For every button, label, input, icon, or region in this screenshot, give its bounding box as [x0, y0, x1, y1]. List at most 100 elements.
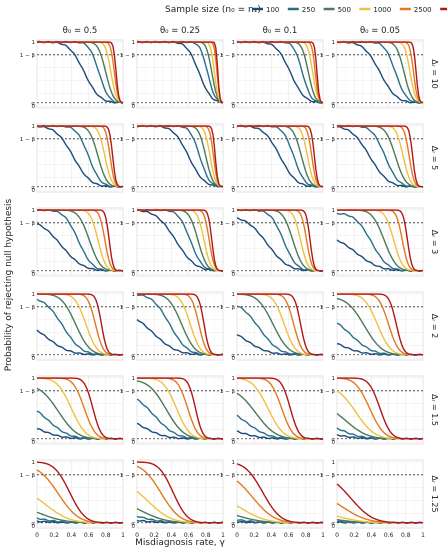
panel-r4-c0: 1 1 − β α0 — [20, 375, 124, 446]
panel-r2-c3: 1 1 − β α0 — [320, 207, 424, 278]
y-tick-label: 0 — [132, 440, 136, 446]
series-line-5000 — [337, 125, 424, 188]
panel-r2-c0: 1 1 − β α0 — [20, 207, 124, 278]
series-line-5000 — [336, 483, 423, 524]
y-tick-label: α — [31, 521, 35, 527]
y-tick-label: 0 — [232, 104, 236, 110]
y-tick-label: 1 − β — [320, 389, 336, 395]
y-tick-label: 1 − β — [220, 53, 236, 59]
y-tick-label: 1 − β — [120, 221, 136, 227]
y-tick-label: α — [231, 521, 235, 527]
y-tick-label: 1 − β — [20, 53, 36, 59]
y-tick-label: 1 — [332, 292, 336, 298]
y-tick-label: α — [331, 437, 335, 443]
y-tick-label: 1 — [232, 292, 236, 298]
y-tick-label: 1 — [32, 208, 36, 214]
y-tick-label: 1 — [32, 40, 36, 46]
x-tick-label: 0.2 — [249, 532, 259, 539]
y-tick-label: α — [231, 185, 235, 191]
y-tick-label: 0 — [32, 524, 36, 530]
panel-r2-c2: 1 1 − β α0 — [220, 207, 324, 278]
y-tick-label: α — [331, 521, 335, 527]
panel-r1-c0: 1 1 − β α0 — [20, 123, 124, 194]
series-line-5000 — [136, 461, 223, 524]
x-tick-label: 1 — [421, 532, 425, 539]
column-header-3: θ₀ = 0.05 — [360, 26, 400, 36]
y-tick-label: 0 — [332, 356, 336, 362]
legend: Sample size (n₀ = n₁) 100250500100025005… — [165, 5, 447, 15]
y-tick-label: α — [31, 101, 35, 107]
y-tick-label: 1 − β — [320, 221, 336, 227]
x-tick-label: 0.8 — [401, 532, 411, 539]
x-tick-label: 0.6 — [184, 532, 194, 539]
y-tick-label: α — [331, 269, 335, 275]
y-tick-label: 1 − β — [220, 221, 236, 227]
y-tick-label: 1 — [132, 460, 136, 466]
y-tick-label: 1 − β — [20, 221, 36, 227]
panel-r3-c1: 1 1 − β α0 — [120, 291, 224, 362]
panel-r4-c2: 1 1 − β α0 — [220, 375, 324, 446]
y-tick-label: 0 — [132, 524, 136, 530]
y-tick-label: α — [131, 353, 135, 359]
y-tick-label: 0 — [232, 356, 236, 362]
y-tick-label: 1 − β — [20, 473, 36, 479]
row-header-3: Δᵣ = 2 — [430, 314, 439, 338]
y-tick-label: 1 — [132, 376, 136, 382]
y-tick-label: α — [131, 269, 135, 275]
y-tick-label: 1 — [132, 40, 136, 46]
x-tick-label: 0 — [35, 532, 39, 539]
y-tick-label: 1 − β — [220, 305, 236, 311]
panel-r0-c0: 1 1 − β α0 — [20, 39, 124, 110]
panel-r3-c2: 1 1 − β α0 — [220, 291, 324, 362]
y-tick-label: 1 − β — [320, 305, 336, 311]
y-tick-label: α — [131, 101, 135, 107]
y-tick-label: 1 — [32, 460, 36, 466]
series-line-5000 — [137, 41, 224, 104]
y-tick-label: α — [231, 269, 235, 275]
row-headers: Δᵣ = 10 Δᵣ = 5 Δᵣ = 3 Δᵣ = 2 Δᵣ = 1.5 Δᵣ = 1.… — [430, 59, 439, 512]
series-line-5000 — [236, 463, 323, 524]
x-tick-label: 0.2 — [49, 532, 59, 539]
y-tick-label: 0 — [232, 188, 236, 194]
y-tick-label: α — [31, 269, 35, 275]
x-tick-label: 1 — [221, 532, 225, 539]
series-line-5000 — [237, 293, 323, 356]
series-line-5000 — [137, 293, 223, 356]
y-tick-label: 0 — [32, 104, 36, 110]
y-tick-label: 1 − β — [20, 137, 36, 143]
x-tick-label: 0.8 — [301, 532, 311, 539]
x-tick-label: 0.6 — [284, 532, 294, 539]
y-tick-label: 1 — [332, 460, 336, 466]
series-line-5000 — [337, 209, 423, 272]
series-line-5000 — [237, 41, 324, 104]
y-tick-label: α — [131, 437, 135, 443]
legend-label-250: 250 — [302, 6, 315, 14]
y-tick-label: 1 — [232, 208, 236, 214]
x-tick-label: 0.2 — [149, 532, 159, 539]
series-line-5000 — [37, 41, 124, 104]
y-tick-label: α — [331, 185, 335, 191]
series-line-5000 — [237, 377, 323, 440]
y-tick-label: 1 − β — [120, 473, 136, 479]
panel-r4-c3: 1 1 − β α0 — [320, 375, 424, 446]
y-tick-label: 1 − β — [320, 137, 336, 143]
y-tick-label: 1 — [32, 124, 36, 130]
series-line-5000 — [36, 461, 123, 524]
y-tick-label: α — [131, 521, 135, 527]
row-header-4: Δᵣ = 1.5 — [430, 394, 439, 426]
row-header-5: Δᵣ = 1.25 — [430, 475, 439, 512]
panel-r4-c1: 1 1 − β α0 — [120, 375, 224, 446]
y-tick-label: 1 — [332, 40, 336, 46]
y-tick-label: 1 — [32, 376, 36, 382]
y-tick-label: α — [231, 437, 235, 443]
column-headers: θ₀ = 0.5 θ₀ = 0.25 θ₀ = 0.1 θ₀ = 0.05 — [63, 26, 400, 36]
series-line-5000 — [237, 209, 323, 272]
y-tick-label: 1 — [132, 292, 136, 298]
y-tick-label: 0 — [232, 524, 236, 530]
y-tick-label: 1 — [332, 124, 336, 130]
y-tick-label: 1 − β — [220, 137, 236, 143]
y-tick-label: 0 — [332, 188, 336, 194]
x-tick-label: 0.8 — [201, 532, 211, 539]
y-axis-label: Probability of rejecting null hypothesis — [4, 198, 14, 371]
